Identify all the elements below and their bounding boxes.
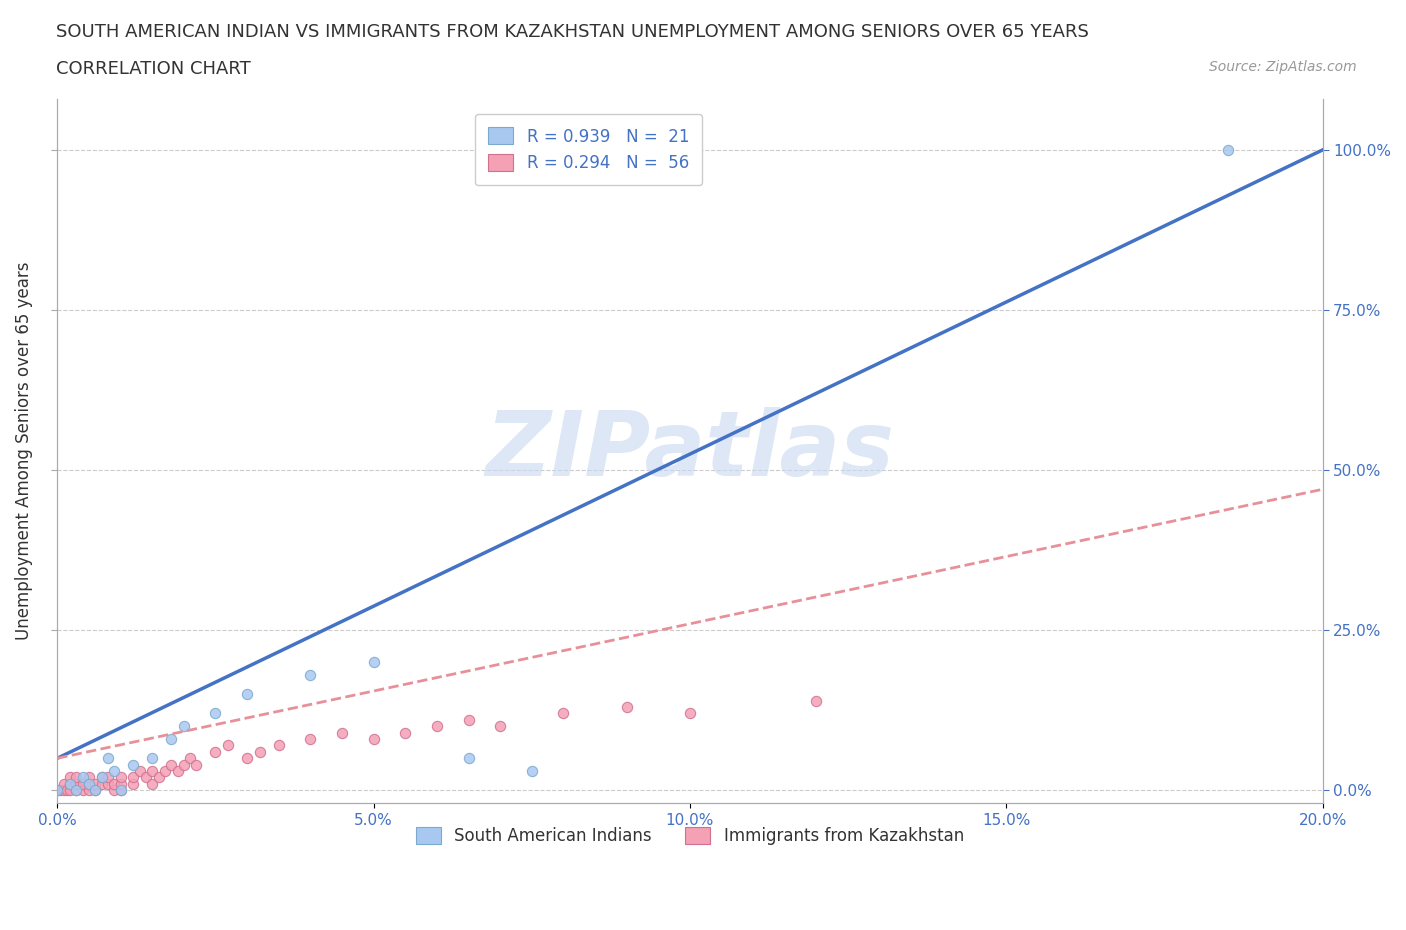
Point — [141, 764, 163, 778]
Point — [166, 764, 188, 778]
Point — [186, 757, 208, 772]
Point — [65, 783, 87, 798]
Point — [153, 764, 176, 778]
Point — [616, 699, 638, 714]
Point — [299, 668, 322, 683]
Point — [141, 777, 163, 791]
Text: ZIPatlas: ZIPatlas — [485, 407, 894, 495]
Point — [160, 732, 183, 747]
Point — [394, 725, 416, 740]
Point — [299, 732, 322, 747]
Point — [46, 783, 69, 798]
Point — [77, 777, 100, 791]
Point — [426, 719, 449, 734]
Point — [204, 706, 226, 721]
Point — [84, 783, 107, 798]
Point — [236, 751, 259, 765]
Text: Source: ZipAtlas.com: Source: ZipAtlas.com — [1209, 60, 1357, 74]
Point — [110, 783, 132, 798]
Point — [520, 764, 543, 778]
Point — [122, 757, 145, 772]
Point — [110, 770, 132, 785]
Point — [59, 777, 82, 791]
Point — [110, 777, 132, 791]
Point — [103, 764, 125, 778]
Point — [363, 732, 385, 747]
Point — [77, 783, 100, 798]
Point — [77, 777, 100, 791]
Point — [84, 783, 107, 798]
Point — [97, 751, 120, 765]
Point — [72, 777, 94, 791]
Point — [59, 783, 82, 798]
Point — [679, 706, 702, 721]
Point — [90, 777, 112, 791]
Point — [160, 757, 183, 772]
Point — [103, 777, 125, 791]
Point — [236, 686, 259, 701]
Y-axis label: Unemployment Among Seniors over 65 years: Unemployment Among Seniors over 65 years — [15, 261, 32, 640]
Point — [806, 693, 828, 708]
Point — [179, 751, 201, 765]
Point — [363, 655, 385, 670]
Point — [122, 777, 145, 791]
Point — [65, 783, 87, 798]
Point — [267, 738, 290, 753]
Point — [173, 757, 195, 772]
Point — [97, 770, 120, 785]
Point — [59, 770, 82, 785]
Point — [84, 777, 107, 791]
Point — [97, 777, 120, 791]
Point — [122, 770, 145, 785]
Point — [90, 770, 112, 785]
Point — [135, 770, 157, 785]
Point — [217, 738, 239, 753]
Point — [65, 770, 87, 785]
Point — [553, 706, 575, 721]
Point — [77, 770, 100, 785]
Point — [90, 770, 112, 785]
Point — [52, 783, 75, 798]
Point — [141, 751, 163, 765]
Point — [72, 783, 94, 798]
Text: SOUTH AMERICAN INDIAN VS IMMIGRANTS FROM KAZAKHSTAN UNEMPLOYMENT AMONG SENIORS O: SOUTH AMERICAN INDIAN VS IMMIGRANTS FROM… — [56, 23, 1090, 41]
Point — [249, 744, 271, 759]
Point — [56, 783, 79, 798]
Legend: South American Indians, Immigrants from Kazakhstan: South American Indians, Immigrants from … — [402, 814, 977, 858]
Point — [46, 783, 69, 798]
Text: CORRELATION CHART: CORRELATION CHART — [56, 60, 252, 78]
Point — [128, 764, 150, 778]
Point — [173, 719, 195, 734]
Point — [148, 770, 170, 785]
Point — [103, 783, 125, 798]
Point — [59, 777, 82, 791]
Point — [457, 751, 479, 765]
Point — [204, 744, 226, 759]
Point — [330, 725, 353, 740]
Point — [489, 719, 512, 734]
Point — [110, 783, 132, 798]
Point — [49, 783, 72, 798]
Point — [1216, 142, 1239, 157]
Point — [457, 712, 479, 727]
Point — [72, 770, 94, 785]
Point — [65, 777, 87, 791]
Point — [52, 777, 75, 791]
